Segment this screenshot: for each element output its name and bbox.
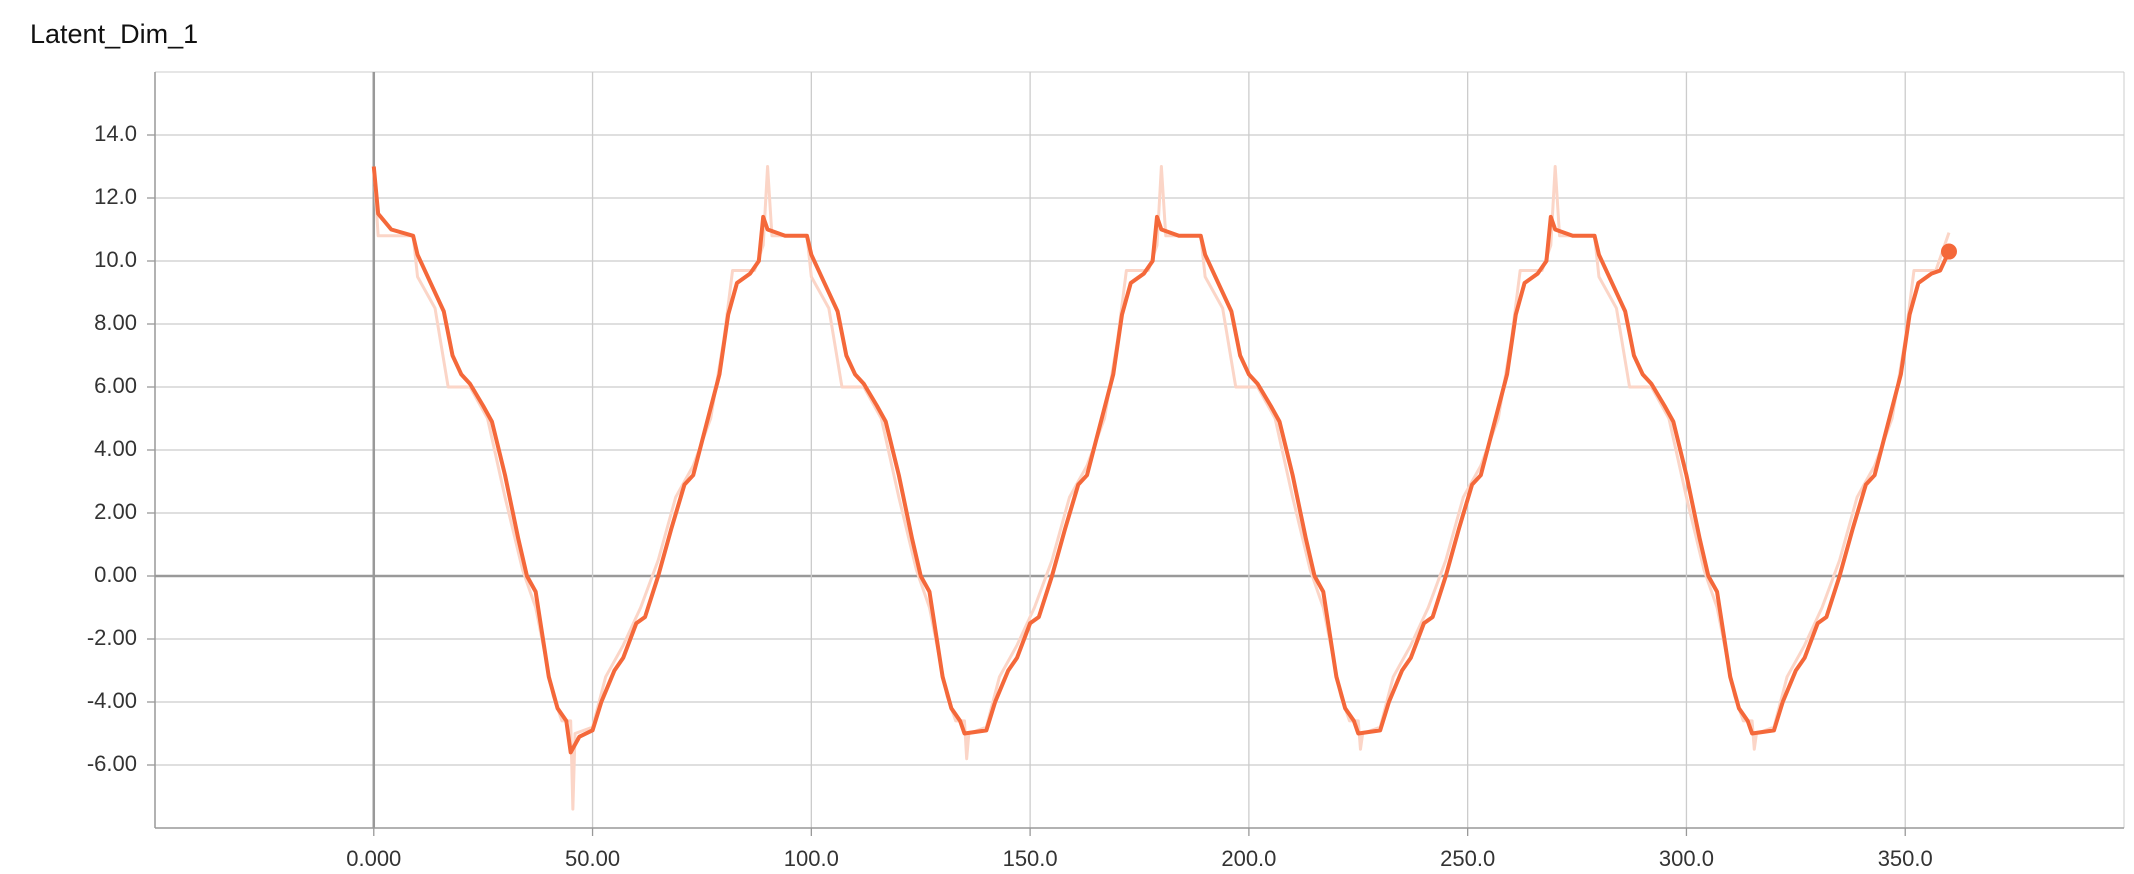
series-line — [371, 166, 1951, 755]
y-tick-label: 4.00 — [94, 436, 137, 461]
last-point — [1940, 243, 1957, 260]
y-tick-label: 14.0 — [94, 121, 137, 146]
x-tick-label: 250.0 — [1440, 846, 1495, 871]
y-tick-label: 6.00 — [94, 373, 137, 398]
y-tick-label: -6.00 — [87, 751, 137, 776]
y-tick-label: 0.00 — [94, 562, 137, 587]
x-tick-label: 0.000 — [346, 846, 401, 871]
y-tick-label: -4.00 — [87, 688, 137, 713]
y-tick-label: 12.0 — [94, 184, 137, 209]
x-tick-label: 300.0 — [1659, 846, 1714, 871]
x-tick-label: 50.00 — [565, 846, 620, 871]
y-tick-label: -2.00 — [87, 625, 137, 650]
y-tick-label: 10.0 — [94, 247, 137, 272]
y-tick-label: 2.00 — [94, 499, 137, 524]
y-tick-label: 8.00 — [94, 310, 137, 335]
x-tick-label: 150.0 — [1003, 846, 1058, 871]
x-tick-label: 200.0 — [1221, 846, 1276, 871]
series-line — [372, 165, 1951, 811]
x-tick-label: 350.0 — [1878, 846, 1933, 871]
chart-title: Latent_Dim_1 — [30, 19, 198, 49]
x-tick-label: 100.0 — [784, 846, 839, 871]
